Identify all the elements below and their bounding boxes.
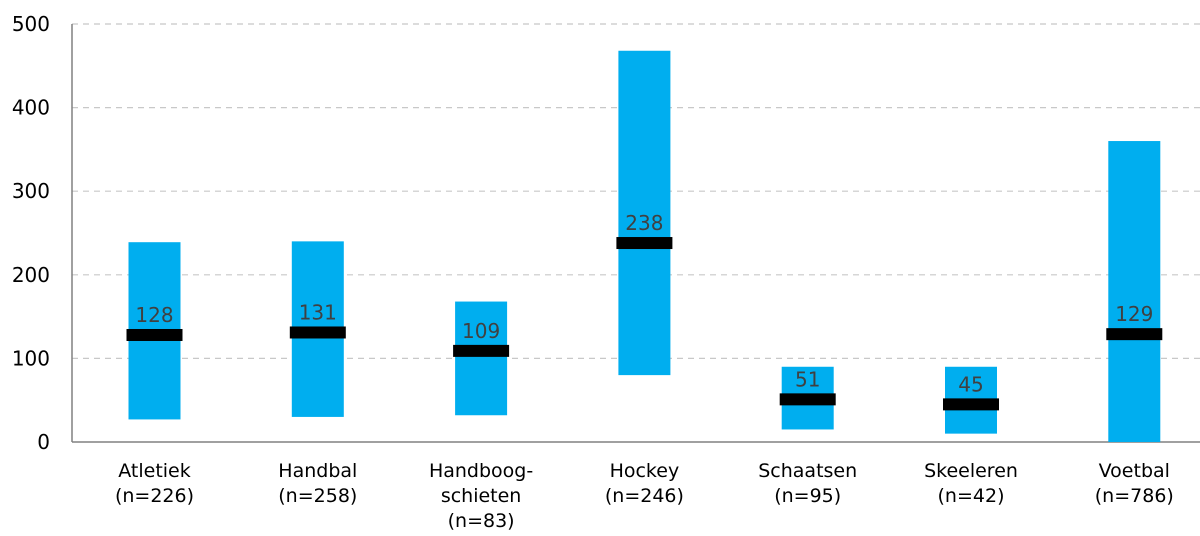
- category-label: Handbal (n=258): [278, 460, 357, 507]
- y-tick-label: 300: [12, 179, 50, 203]
- median-marker: [453, 344, 510, 357]
- median-value-label: 131: [299, 300, 337, 324]
- y-tick-label: 400: [12, 96, 50, 120]
- category-label-line: (n=258): [278, 485, 357, 507]
- range-bars: [126, 50, 1163, 443]
- category-label-line: schieten: [441, 485, 522, 507]
- y-tick-label: 500: [12, 12, 50, 36]
- median-marker: [126, 328, 183, 341]
- category-label-line: Voetbal: [1099, 460, 1170, 482]
- category-label-line: (n=83): [448, 510, 515, 532]
- category-label-line: Atletiek: [118, 460, 191, 482]
- category-label-line: Handboog-: [429, 460, 533, 482]
- y-tick-label: 100: [12, 346, 50, 370]
- range-bar: [455, 301, 508, 416]
- category-label-line: Schaatsen: [758, 460, 857, 482]
- category-label-line: (n=786): [1095, 485, 1174, 507]
- category-label-line: Skeeleren: [924, 460, 1018, 482]
- median-value-label: 128: [135, 303, 173, 327]
- y-tick-label: 0: [37, 430, 50, 454]
- category-label: Schaatsen (n=95): [758, 460, 857, 507]
- median-marker: [943, 398, 999, 411]
- category-label-line: Handbal: [278, 460, 357, 482]
- median-marker: [289, 326, 346, 339]
- median-value-label: 238: [625, 211, 663, 235]
- range-bar: [618, 50, 671, 376]
- category-label-line: (n=42): [938, 485, 1005, 507]
- category-label-line: (n=95): [774, 485, 841, 507]
- median-marker: [1106, 328, 1163, 341]
- category-label: Handboog-schieten (n=83): [429, 460, 533, 532]
- category-label: Hockey (n=246): [605, 460, 684, 507]
- median-value-label: 45: [958, 372, 983, 396]
- median-value-label: 51: [795, 367, 820, 391]
- median-marker: [779, 393, 836, 406]
- median-value-label: 109: [462, 319, 500, 343]
- category-label-line: Hockey: [610, 460, 680, 482]
- median-marker: [616, 237, 673, 250]
- median-value-label: 129: [1115, 302, 1153, 326]
- category-label: Voetbal (n=786): [1095, 460, 1174, 507]
- axes: [71, 24, 1200, 443]
- y-tick-label: 200: [12, 263, 50, 287]
- category-label: Atletiek (n=226): [115, 460, 194, 507]
- category-label-line: (n=226): [115, 485, 194, 507]
- range-bar: [1108, 141, 1161, 443]
- labels: 0 100 200 300 400 500 128 Atletiek (n=226) 131 Han…: [12, 12, 1174, 532]
- category-label-line: (n=246): [605, 485, 684, 507]
- category-label: Skeeleren (n=42): [924, 460, 1018, 507]
